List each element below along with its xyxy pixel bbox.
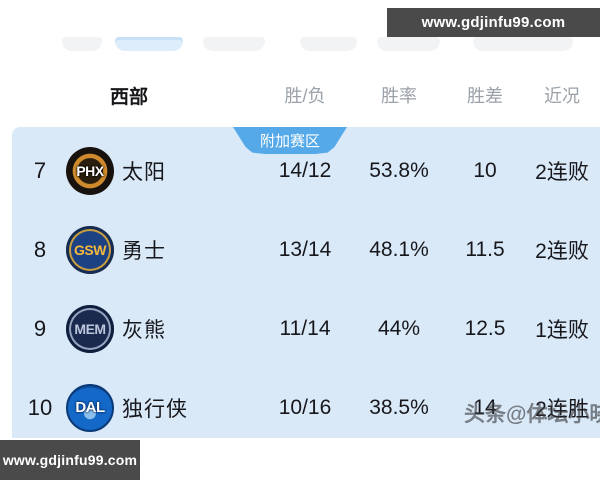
team-name: 灰熊 (122, 318, 166, 342)
tab-ghost-4[interactable] (377, 37, 440, 51)
standings-rows: 7 PHX 太阳 14/12 53.8% 10 2连败 8 GSW 勇士 13/… (12, 131, 600, 438)
header-win-loss: 胜/负 (284, 86, 326, 106)
team-name: 勇士 (122, 239, 166, 263)
team-win-pct: 48.1% (369, 237, 429, 261)
header-games-behind: 胜差 (467, 86, 503, 106)
team-streak: 2连胜 (535, 397, 589, 421)
tab-ghost-3[interactable] (300, 37, 357, 51)
mavericks-logo-text: DAL (75, 399, 105, 416)
team-win-loss: 13/14 (278, 237, 332, 261)
team-games-behind: 12.5 (464, 316, 506, 340)
team-games-behind: 11.5 (465, 237, 505, 261)
social-watermark: 头条@体坛小晓 (464, 403, 600, 426)
team-games-behind: 10 (473, 158, 497, 182)
suns-logo-text: PHX (76, 162, 104, 179)
team-win-loss: 11/14 (279, 316, 331, 340)
warriors-logo-text: GSW (74, 241, 106, 258)
suns-logo-icon: PHX (66, 146, 114, 195)
playin-zone-panel: 附加赛区 7 PHX 太阳 14/12 53.8% 10 2连败 8 GSW 勇… (12, 127, 600, 438)
team-win-loss: 14/12 (278, 158, 332, 182)
table-row-warriors[interactable]: 8 GSW 勇士 13/14 48.1% 11.5 2连败 (12, 210, 600, 289)
tab-ghost-2[interactable] (203, 37, 265, 51)
team-rank: 9 (33, 315, 47, 341)
team-streak: 2连败 (535, 239, 589, 263)
watermark-banner-bottom: www.gdjinfu99.com (0, 440, 140, 480)
conference-header: 西部 (110, 86, 149, 108)
team-win-pct: 44% (377, 316, 421, 340)
tab-strip (0, 37, 600, 53)
team-name: 独行侠 (122, 397, 188, 421)
mavericks-logo-icon: DAL (66, 383, 114, 432)
team-win-pct: 53.8% (369, 158, 429, 182)
grizzlies-logo-icon: MEM (66, 304, 114, 353)
table-row-grizzlies[interactable]: 9 MEM 灰熊 11/14 44% 12.5 1连败 (12, 289, 600, 368)
team-games-behind: 14 (473, 395, 497, 419)
team-rank: 8 (33, 236, 47, 262)
team-rank: 7 (33, 157, 47, 183)
team-streak: 2连败 (535, 160, 589, 184)
tab-ghost-active[interactable] (115, 37, 183, 51)
tab-ghost-5[interactable] (473, 37, 573, 51)
grizzlies-logo-text: MEM (74, 320, 106, 337)
playin-zone-badge: 附加赛区 (233, 127, 347, 154)
team-rank: 10 (27, 394, 53, 420)
team-win-loss: 10/16 (278, 395, 332, 419)
header-recent-form: 近况 (544, 86, 580, 106)
tab-ghost-1[interactable] (62, 37, 102, 51)
watermark-banner-top: www.gdjinfu99.com (387, 8, 600, 37)
warriors-logo-icon: GSW (66, 225, 114, 274)
table-row-mavericks[interactable]: 10 DAL 独行侠 10/16 38.5% 14 2连胜 (12, 368, 600, 438)
team-name: 太阳 (122, 160, 166, 184)
team-win-pct: 38.5% (369, 395, 429, 419)
standings-header-row: 西部 胜/负 胜率 胜差 近况 (12, 75, 600, 115)
table-row-suns[interactable]: 7 PHX 太阳 14/12 53.8% 10 2连败 (12, 131, 600, 210)
header-win-pct: 胜率 (381, 86, 417, 106)
team-streak: 1连败 (535, 318, 589, 342)
